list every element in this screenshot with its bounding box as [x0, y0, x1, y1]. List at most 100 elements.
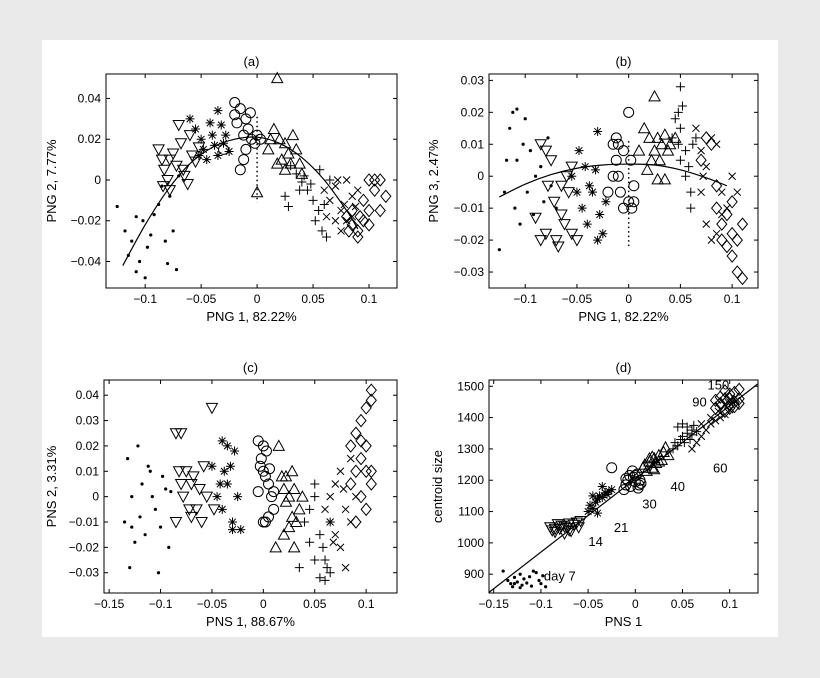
data-point-diamond — [700, 131, 712, 145]
data-point-asterisk — [598, 229, 608, 239]
data-point-triangle-up — [270, 157, 284, 169]
data-point-triangle-down — [548, 526, 562, 539]
data-point-diamond — [705, 137, 718, 152]
data-point-triangle-up — [632, 144, 646, 156]
data-point-diamond — [357, 213, 370, 228]
data-point-triangle-up — [292, 502, 306, 515]
data-point-asterisk — [593, 126, 603, 136]
data-point-dot — [126, 457, 130, 461]
data-point-dot — [520, 583, 524, 587]
data-point-cross — [697, 188, 705, 197]
data-point-asterisk — [185, 114, 195, 124]
data-point-triangle-down — [174, 478, 188, 491]
data-point-dot — [542, 200, 546, 204]
data-point-plus — [325, 568, 335, 578]
data-point-plus — [667, 133, 677, 143]
data-point-cross — [321, 505, 329, 514]
data-point-triangle-up — [636, 461, 650, 473]
data-point-plus — [310, 492, 320, 502]
y-tick-label: 1500 — [457, 379, 484, 393]
data-point-plus — [305, 504, 315, 514]
data-point-triangle-down — [161, 174, 174, 187]
data-point-asterisk — [198, 144, 208, 154]
data-point-dot — [134, 215, 138, 219]
data-point-circle — [234, 103, 246, 115]
data-point-circle — [606, 462, 618, 474]
data-point-asterisk — [594, 491, 604, 501]
data-point-dot — [523, 117, 527, 121]
data-point-triangle-up — [647, 462, 661, 475]
data-point-asterisk — [583, 507, 593, 517]
x-tick-label: −0.05 — [197, 597, 228, 611]
data-point-diamond — [365, 464, 377, 479]
data-point-asterisk — [588, 503, 598, 513]
data-point-triangle-down — [555, 180, 568, 193]
age-annotation: day 7 — [544, 568, 576, 583]
data-point-triangle-down — [541, 180, 555, 193]
data-point-diamond — [714, 396, 726, 411]
data-point-asterisk — [196, 134, 206, 144]
data-point-asterisk — [222, 441, 232, 451]
data-point-dot — [141, 219, 145, 223]
data-point-triangle-down — [574, 515, 587, 528]
data-point-triangle-down — [195, 517, 209, 529]
age-annotation: 30 — [642, 496, 656, 511]
data-point-asterisk — [224, 146, 234, 156]
data-point-dot — [539, 582, 543, 586]
data-point-triangle-down — [551, 241, 565, 254]
data-point-circle — [268, 503, 280, 515]
data-point-triangle-down — [548, 523, 562, 536]
data-point-asterisk — [202, 155, 212, 165]
series-plus — [667, 82, 701, 213]
data-point-asterisk — [595, 210, 605, 220]
x-axis-label: PNS 1, 88.67% — [206, 614, 295, 629]
data-point-plus — [673, 422, 683, 432]
age-annotation: 150 — [708, 377, 730, 392]
x-tick-label: −0.1 — [513, 292, 537, 306]
data-point-dot — [531, 212, 536, 217]
data-point-cross — [320, 186, 329, 195]
data-point-plus — [317, 226, 327, 236]
data-point-triangle-up — [289, 142, 303, 155]
data-point-asterisk — [213, 151, 223, 161]
y-tick-label: 0.03 — [76, 414, 100, 428]
data-point-plus — [315, 573, 325, 583]
data-point-diamond — [352, 230, 364, 244]
data-point-plus — [283, 201, 293, 211]
y-tick-label: 1400 — [457, 411, 484, 425]
x-tick-label: −0.1 — [149, 597, 173, 611]
data-point-asterisk — [216, 120, 226, 130]
data-point-circle — [259, 516, 271, 528]
data-point-asterisk — [567, 171, 577, 181]
data-point-diamond — [368, 183, 381, 197]
data-point-triangle-down — [156, 181, 170, 193]
data-point-cross — [331, 216, 340, 225]
data-point-circle — [231, 117, 243, 129]
data-point-triangle-down — [193, 484, 206, 496]
data-point-cross — [341, 563, 350, 572]
data-point-triangle-down — [183, 130, 197, 142]
data-point-triangle-up — [645, 450, 659, 462]
data-point-dot — [161, 474, 165, 478]
data-point-dot — [158, 525, 163, 529]
data-point-triangle-down — [544, 155, 558, 167]
data-point-dot — [539, 165, 543, 169]
data-point-circle — [244, 107, 256, 119]
data-point-triangle-down — [200, 491, 214, 504]
data-point-dot — [152, 213, 156, 217]
data-point-diamond — [365, 477, 377, 491]
panel-1: (a) −0.1 −0.05 0 0.05 0.1 −0.04 −0.02 0 0.02 0.04 P… — [44, 54, 398, 324]
data-point-cross — [341, 505, 350, 514]
data-point-cross — [688, 445, 696, 453]
data-point-dot — [169, 489, 173, 494]
data-point-cross — [326, 492, 335, 501]
data-point-triangle-down — [174, 428, 188, 440]
y-tick-label: 1100 — [458, 505, 484, 519]
data-point-cross — [346, 454, 355, 463]
age-annotation: 21 — [614, 520, 628, 535]
data-point-diamond — [719, 384, 731, 398]
data-point-plus — [305, 537, 315, 547]
data-point-triangle-down — [187, 471, 200, 483]
data-point-triangle-up — [285, 510, 299, 522]
y-tick-label: 1000 — [457, 536, 484, 550]
